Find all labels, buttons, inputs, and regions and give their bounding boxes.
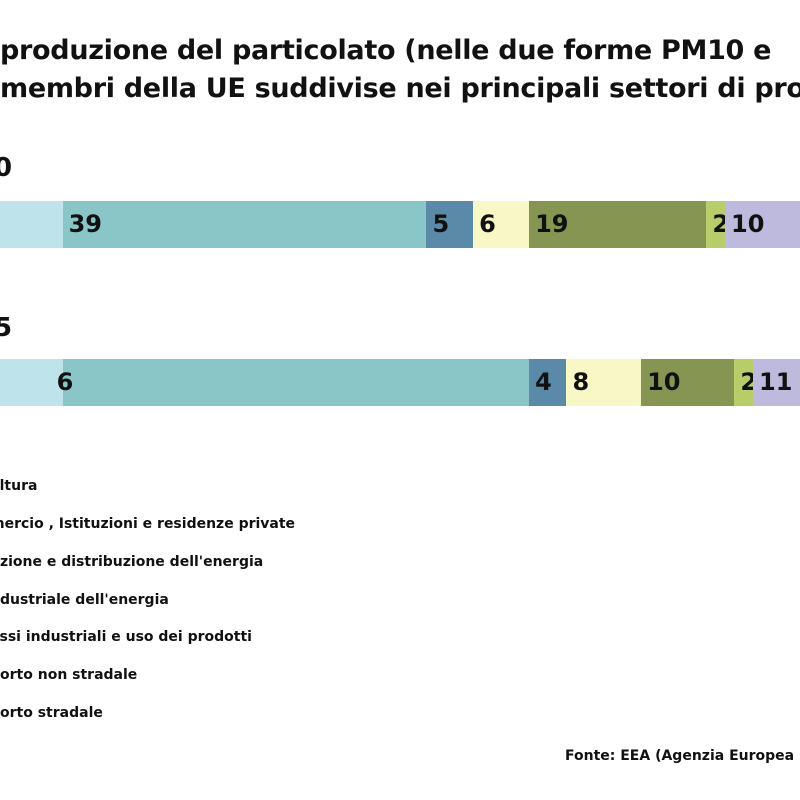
bar-segment: 6 — [473, 201, 530, 248]
bar-segment: 10 — [641, 359, 735, 406]
bar-segment: 5 — [426, 201, 474, 248]
bar-segment: 2 — [734, 359, 757, 406]
bar-segment: 19 — [529, 201, 707, 248]
legend-item-1: oltura — [0, 478, 38, 494]
chart-title-line-2: membri della UE suddivise nei principali… — [0, 73, 800, 104]
row-label-2: 5 — [0, 313, 13, 343]
legend-item-6: porto non stradale — [0, 667, 138, 683]
bar-segment: 6 — [57, 359, 530, 406]
bar-segment — [0, 201, 63, 248]
bar-segment: 8 — [566, 359, 642, 406]
source-note: Fonte: EEA (Agenzia Europea per l — [565, 748, 800, 764]
chart-title: produzione del particolato (nelle due fo… — [0, 32, 800, 108]
row-label-1: 0 — [0, 153, 13, 183]
bar-segment: 39 — [62, 201, 427, 248]
legend-item-2: mercio , Istituzioni e residenze private — [0, 516, 296, 532]
bar-segment: 4 — [529, 359, 567, 406]
chart-title-line-1: produzione del particolato (nelle due fo… — [0, 35, 772, 66]
bar-segment: 2 — [706, 201, 729, 248]
bar-segment — [0, 359, 63, 406]
bar-segment: 11 — [753, 359, 800, 406]
legend-item-4: ndustriale dell'energia — [0, 592, 169, 608]
legend-item-5: essi industriali e uso dei prodotti — [0, 629, 252, 645]
stacked-bar-1: 39 5 6 19 2 10 — [0, 201, 800, 248]
bar-segment: 10 — [725, 201, 800, 248]
legend-item-7: porto stradale — [0, 705, 103, 721]
legend-item-3: uzione e distribuzione dell'energia — [0, 554, 264, 570]
stacked-bar-2: 6 4 8 10 2 11 — [0, 359, 800, 406]
